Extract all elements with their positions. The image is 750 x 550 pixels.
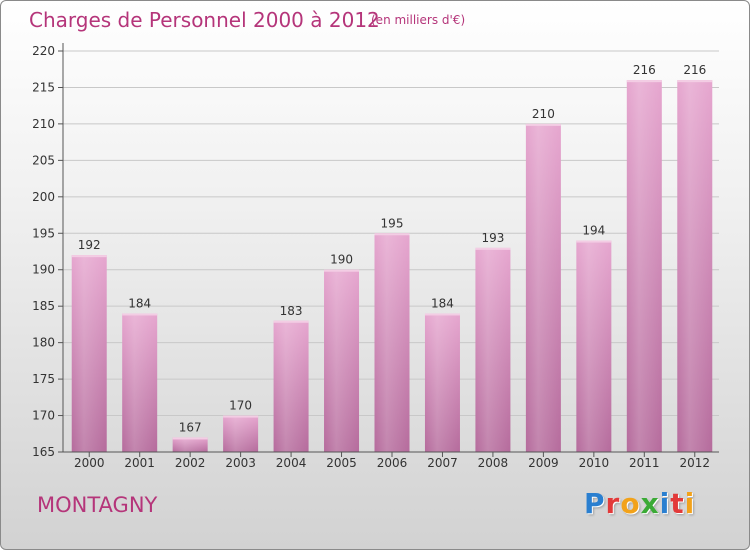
x-tick-label: 2001	[124, 456, 155, 470]
chart-title: Charges de Personnel 2000 à 2012	[29, 8, 380, 32]
bar-cap	[525, 123, 561, 126]
y-tick-label: 195	[32, 226, 55, 240]
proxiti-logo[interactable]: Proxiti	[584, 487, 695, 520]
bar-cap	[71, 255, 107, 258]
x-tick-label: 2012	[679, 456, 710, 470]
data-label: 184	[431, 296, 454, 310]
bar-cap	[677, 80, 713, 83]
bar-highlight	[172, 437, 208, 452]
data-label: 170	[229, 399, 252, 413]
axes: 165 170 175 180 185 190 195 200 205 210 215 220 2000…	[32, 43, 719, 470]
bar-cap	[172, 437, 208, 440]
bar-cap	[324, 269, 360, 272]
bar-highlight	[677, 80, 713, 452]
y-tick-label: 215	[32, 80, 55, 94]
bar-cap	[626, 80, 662, 83]
y-tick-label: 200	[32, 190, 55, 204]
x-tick-label: 2010	[579, 456, 610, 470]
bar-highlight	[576, 240, 612, 452]
y-tick-label: 205	[32, 153, 55, 167]
x-tick-label: 2003	[225, 456, 256, 470]
bar-highlight	[324, 269, 360, 452]
data-label: 183	[280, 304, 303, 318]
bar-cap	[424, 313, 460, 316]
data-label: 195	[381, 216, 404, 230]
bar-cap	[475, 247, 511, 250]
y-tick-label: 165	[32, 445, 55, 459]
data-label: 216	[633, 63, 656, 77]
bar-highlight	[374, 233, 410, 452]
bar-highlight	[122, 313, 158, 452]
bar-highlight	[223, 415, 259, 452]
commune-name: MONTAGNY	[37, 493, 158, 517]
x-tick-label: 2005	[326, 456, 357, 470]
bar-cap	[576, 240, 612, 243]
y-tick-label: 210	[32, 117, 55, 131]
chart-subtitle: (en milliers d'€)	[371, 13, 466, 27]
x-tick-label: 2007	[427, 456, 458, 470]
data-label: 210	[532, 107, 555, 121]
y-tick-label: 180	[32, 336, 55, 350]
logo-letter: r	[605, 487, 621, 520]
logo-letter: i	[659, 487, 671, 520]
x-tick-label: 2000	[74, 456, 105, 470]
bar-highlight	[525, 123, 561, 452]
bar-highlight	[273, 320, 309, 452]
x-tick-label: 2006	[377, 456, 408, 470]
data-label: 167	[179, 420, 202, 434]
data-label: 216	[683, 63, 706, 77]
bar-cap	[273, 320, 309, 323]
logo-letter: t	[670, 487, 685, 520]
data-label: 184	[128, 296, 151, 310]
x-tick-label: 2011	[629, 456, 660, 470]
data-label: 194	[582, 224, 605, 238]
y-tick-label: 185	[32, 299, 55, 313]
bar-highlight	[626, 80, 662, 452]
y-tick-label: 190	[32, 263, 55, 277]
x-tick-label: 2009	[528, 456, 559, 470]
bar-highlight	[424, 313, 460, 452]
data-label: 193	[481, 231, 504, 245]
logo-letter: o	[620, 487, 641, 520]
x-tick-label: 2004	[276, 456, 307, 470]
y-tick-label: 170	[32, 409, 55, 423]
data-label: 190	[330, 253, 353, 267]
x-tick-label: 2002	[175, 456, 206, 470]
logo-letter: x	[640, 487, 660, 520]
data-label: 192	[78, 238, 101, 252]
bar-cap	[374, 233, 410, 236]
logo-letter: i	[684, 487, 696, 520]
logo-letter: P	[584, 487, 606, 520]
x-tick-label: 2008	[478, 456, 509, 470]
bars: 192 184 167 170 183 190 195 184 193 210 194 216 216	[71, 63, 713, 452]
bar-cap	[122, 313, 158, 316]
y-tick-label: 220	[32, 44, 55, 58]
bar-highlight	[71, 255, 107, 452]
bar-cap	[223, 415, 259, 418]
bar-highlight	[475, 247, 511, 452]
y-tick-label: 175	[32, 372, 55, 386]
